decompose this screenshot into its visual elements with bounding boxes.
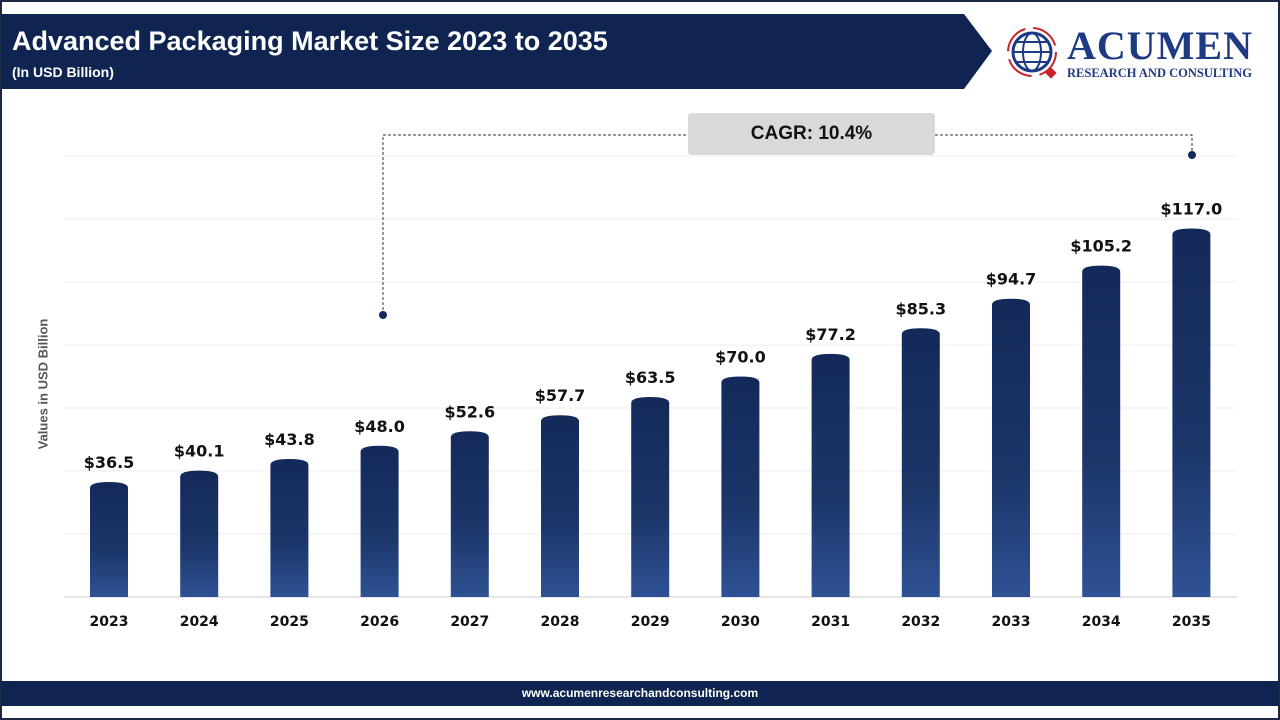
acumen-logo: ACUMEN RESEARCH AND CONSULTING xyxy=(1005,22,1265,82)
globe-icon xyxy=(1007,27,1057,79)
x-tick-label: 2024 xyxy=(180,614,219,630)
x-tick-label: 2032 xyxy=(901,614,940,630)
data-label: $40.1 xyxy=(174,442,225,461)
x-tick-label: 2030 xyxy=(721,614,760,630)
bar-2030 xyxy=(721,376,760,597)
x-tick-label: 2035 xyxy=(1172,614,1211,630)
logo-wordmark: ACUMEN xyxy=(1067,23,1253,68)
bar-2034 xyxy=(1082,265,1121,597)
bar-2029 xyxy=(631,396,670,597)
cagr-end-dot xyxy=(1188,151,1196,159)
bar-2025 xyxy=(270,459,309,597)
data-label: $85.3 xyxy=(895,299,946,318)
x-tick-label: 2034 xyxy=(1082,614,1121,630)
page-title: Advanced Packaging Market Size 2023 to 2… xyxy=(12,26,608,56)
data-label: $48.0 xyxy=(354,417,405,436)
data-label: $94.7 xyxy=(986,270,1037,289)
bar-2024 xyxy=(180,470,219,597)
x-tick-label: 2033 xyxy=(992,614,1031,630)
x-tick-label: 2029 xyxy=(631,614,670,630)
x-tick-label: 2031 xyxy=(811,614,850,630)
bar-2031 xyxy=(811,353,850,597)
bar-2035 xyxy=(1172,228,1211,597)
x-tick-label: 2023 xyxy=(90,614,129,630)
cagr-annotation: CAGR: 10.4% xyxy=(688,113,935,155)
x-tick-label: 2025 xyxy=(270,614,309,630)
data-label: $70.0 xyxy=(715,348,766,367)
logo-tagline: RESEARCH AND CONSULTING xyxy=(1067,66,1252,80)
x-tick-label: 2026 xyxy=(360,614,399,630)
bar-2027 xyxy=(450,431,489,597)
footer-url[interactable]: www.acumenresearchandconsulting.com xyxy=(521,686,759,700)
header-banner: Advanced Packaging Market Size 2023 to 2… xyxy=(2,14,992,89)
data-label: $52.6 xyxy=(444,402,495,421)
bar-2028 xyxy=(541,415,579,597)
cagr-start-dot xyxy=(379,311,387,319)
bar-2033 xyxy=(992,298,1030,597)
bar-2023 xyxy=(90,482,128,597)
data-label: $105.2 xyxy=(1070,237,1132,256)
data-label: $43.8 xyxy=(264,430,315,449)
x-tick-label: 2028 xyxy=(541,614,580,630)
bar-2032 xyxy=(901,328,940,597)
page-subtitle: (In USD Billion) xyxy=(12,64,114,80)
data-label: $63.5 xyxy=(625,368,676,387)
data-label: $36.5 xyxy=(84,453,135,472)
footer-banner: www.acumenresearchandconsulting.com xyxy=(2,681,1278,706)
data-label: $57.7 xyxy=(535,386,586,405)
data-label: $117.0 xyxy=(1161,199,1223,218)
bar-2026 xyxy=(360,445,399,597)
cagr-connector xyxy=(382,134,1193,315)
data-label: $77.2 xyxy=(805,325,856,344)
x-tick-label: 2027 xyxy=(450,614,489,630)
